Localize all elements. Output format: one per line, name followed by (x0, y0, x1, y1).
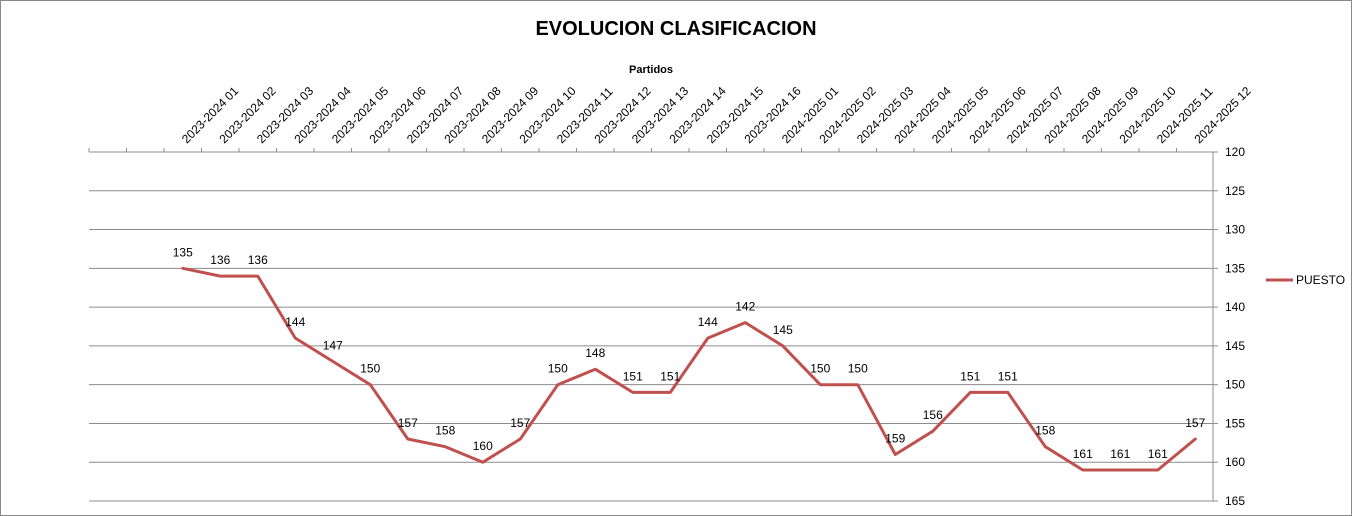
data-label: 157 (1185, 416, 1205, 430)
legend-label-puesto: PUESTO (1296, 273, 1345, 287)
y-tick-label: 160 (1225, 455, 1245, 469)
data-label: 161 (1073, 447, 1093, 461)
data-label: 161 (1148, 447, 1168, 461)
data-label: 157 (398, 416, 418, 430)
data-label: 151 (998, 369, 1018, 383)
data-label: 159 (885, 431, 905, 445)
data-label: 156 (923, 408, 943, 422)
y-tick-label: 130 (1225, 223, 1245, 237)
data-label: 150 (548, 362, 568, 376)
data-label: 151 (623, 369, 643, 383)
data-labels: 135 136 136 144 147 150 157 158 160 157 150 148 151 1… (173, 245, 1206, 461)
data-label: 144 (285, 315, 305, 329)
data-label: 147 (323, 338, 343, 352)
data-label: 142 (735, 300, 755, 314)
data-label: 150 (848, 362, 868, 376)
data-label: 145 (773, 323, 793, 337)
y-tick-label: 145 (1225, 339, 1245, 353)
data-label: 148 (585, 346, 605, 360)
chart-title: EVOLUCION CLASIFICACION (535, 18, 816, 40)
data-label: 158 (435, 424, 455, 438)
legend: PUESTO (1266, 273, 1345, 287)
y-tick-label: 150 (1225, 378, 1245, 392)
data-label: 144 (698, 315, 718, 329)
y-tick-label: 155 (1225, 416, 1245, 430)
data-label: 150 (810, 362, 830, 376)
series-line-puesto (181, 266, 1197, 472)
axes (88, 148, 1218, 502)
data-label: 136 (248, 253, 268, 267)
data-label: 151 (960, 369, 980, 383)
y-tick-label: 140 (1225, 300, 1245, 314)
gridlines (89, 151, 1213, 502)
data-label: 135 (173, 245, 193, 259)
data-label: 150 (360, 362, 380, 376)
data-label: 160 (473, 439, 493, 453)
data-label: 157 (510, 416, 530, 430)
y-tick-label: 120 (1225, 145, 1245, 159)
data-label: 161 (1110, 447, 1130, 461)
y-tick-label: 125 (1225, 184, 1245, 198)
series-puesto (181, 266, 1197, 472)
y-tick-labels: 120 125 130 135 140 145 150 155 160 165 (1225, 145, 1245, 508)
x-axis-title: Partidos (629, 64, 673, 76)
data-label: 158 (1035, 424, 1055, 438)
y-tick-label: 165 (1225, 494, 1245, 508)
data-label: 136 (210, 253, 230, 267)
y-tick-label: 135 (1225, 261, 1245, 275)
data-label: 151 (660, 369, 680, 383)
